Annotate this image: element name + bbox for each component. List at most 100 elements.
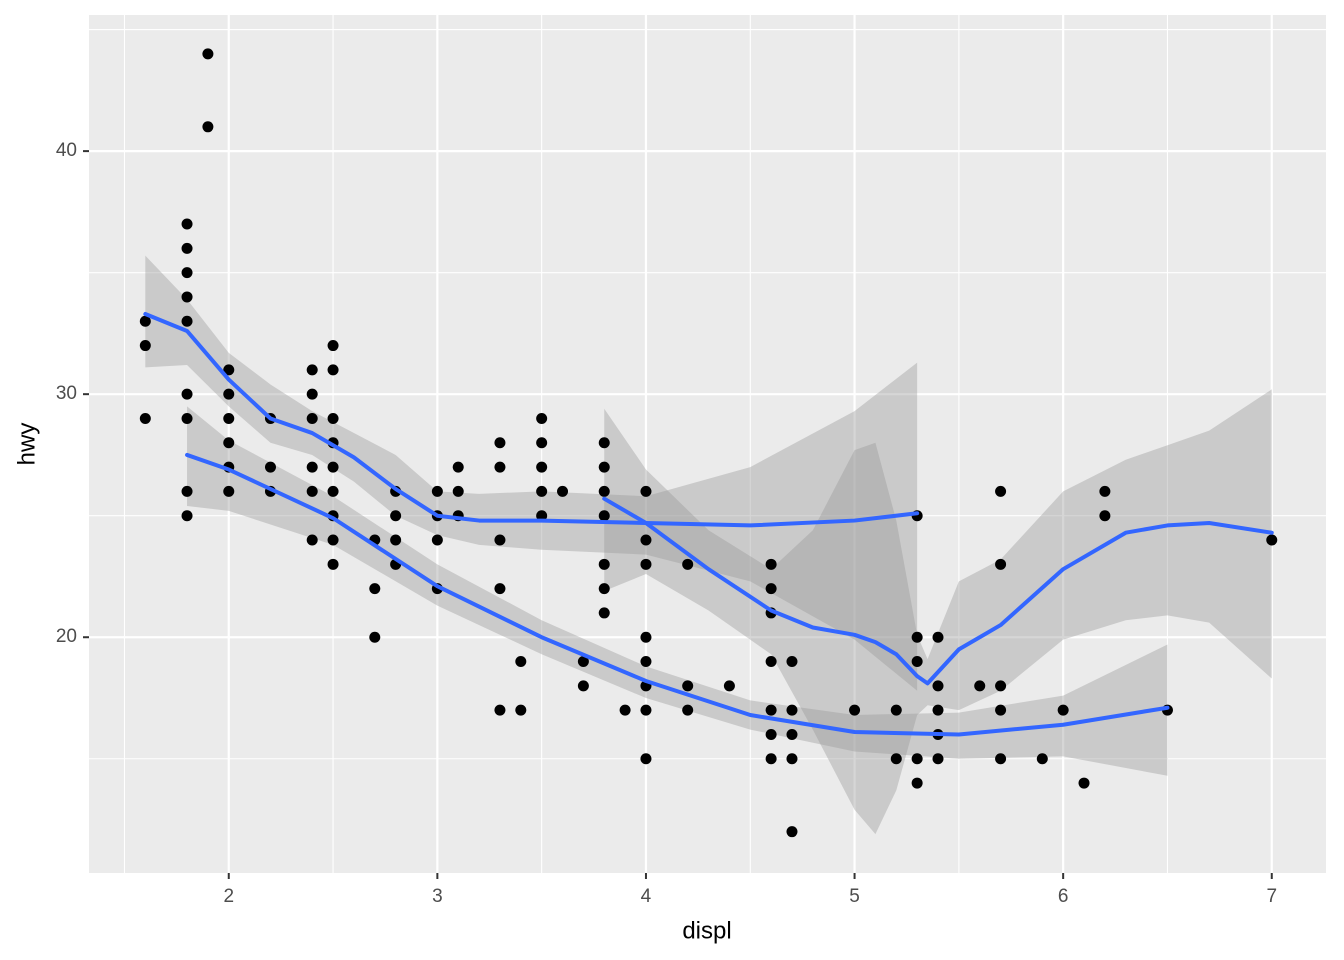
- point: [911, 631, 923, 643]
- point: [598, 510, 610, 522]
- point: [181, 267, 193, 279]
- point: [181, 242, 193, 254]
- y-tick-label: 20: [56, 626, 77, 647]
- x-tick-label: 2: [223, 886, 234, 907]
- point: [723, 680, 735, 692]
- point: [932, 704, 944, 716]
- point: [890, 704, 902, 716]
- point: [431, 485, 443, 497]
- point: [452, 461, 464, 473]
- point: [974, 680, 986, 692]
- point: [452, 485, 464, 497]
- point: [640, 485, 652, 497]
- point: [223, 485, 235, 497]
- point: [1266, 534, 1278, 546]
- point: [536, 485, 548, 497]
- point: [181, 315, 193, 327]
- point: [431, 534, 443, 546]
- point: [181, 510, 193, 522]
- point: [786, 728, 798, 740]
- x-tick-label: 4: [641, 886, 652, 907]
- smooth-line: [185, 452, 1170, 737]
- point: [223, 412, 235, 424]
- confidence-band: [145, 255, 918, 691]
- point: [181, 412, 193, 424]
- smooth-lines: [143, 311, 1274, 737]
- point: [264, 461, 276, 473]
- point: [640, 704, 652, 716]
- x-tick-label: 3: [432, 886, 443, 907]
- confidence-bands: [145, 255, 1272, 835]
- point: [494, 704, 506, 716]
- point: [181, 485, 193, 497]
- point: [390, 510, 402, 522]
- point: [369, 583, 381, 595]
- point: [849, 704, 861, 716]
- point: [536, 461, 548, 473]
- point: [786, 656, 798, 668]
- y-tick-label: 40: [56, 140, 77, 161]
- point: [995, 753, 1007, 765]
- point: [139, 340, 151, 352]
- point: [765, 753, 777, 765]
- point: [932, 631, 944, 643]
- point: [515, 704, 527, 716]
- point: [786, 704, 798, 716]
- point: [598, 437, 610, 449]
- point: [765, 656, 777, 668]
- point: [1078, 777, 1090, 789]
- axes: 2 3 4 5 6 7 20 30 40: [56, 140, 1277, 907]
- point: [390, 534, 402, 546]
- point: [682, 680, 694, 692]
- smooth-line: [602, 496, 1274, 686]
- point: [786, 826, 798, 838]
- point: [598, 583, 610, 595]
- point: [306, 412, 318, 424]
- point: [995, 558, 1007, 570]
- point: [327, 534, 339, 546]
- point: [1099, 485, 1111, 497]
- point: [306, 534, 318, 546]
- point: [598, 607, 610, 619]
- y-axis-title: hwy: [13, 423, 40, 466]
- point: [369, 631, 381, 643]
- point: [494, 437, 506, 449]
- point: [327, 412, 339, 424]
- point: [306, 461, 318, 473]
- point: [640, 534, 652, 546]
- panel-background: [89, 15, 1326, 873]
- point: [619, 704, 631, 716]
- point: [306, 364, 318, 376]
- point: [911, 656, 923, 668]
- point: [640, 631, 652, 643]
- points: [139, 48, 1278, 838]
- point: [202, 121, 214, 133]
- point: [640, 656, 652, 668]
- point: [995, 704, 1007, 716]
- x-tick-label: 5: [849, 886, 860, 907]
- point: [765, 704, 777, 716]
- point: [1036, 753, 1048, 765]
- y-tick-label: 30: [56, 383, 77, 404]
- point: [327, 485, 339, 497]
- point: [536, 437, 548, 449]
- point: [765, 558, 777, 570]
- point: [327, 364, 339, 376]
- point: [911, 777, 923, 789]
- point: [139, 315, 151, 327]
- point: [640, 558, 652, 570]
- point: [911, 753, 923, 765]
- x-tick-label: 6: [1058, 886, 1069, 907]
- point: [598, 485, 610, 497]
- point: [494, 461, 506, 473]
- point: [995, 485, 1007, 497]
- point: [306, 388, 318, 400]
- point: [598, 558, 610, 570]
- point: [327, 340, 339, 352]
- point: [494, 534, 506, 546]
- x-tick-label: 7: [1266, 886, 1277, 907]
- point: [327, 558, 339, 570]
- point: [786, 753, 798, 765]
